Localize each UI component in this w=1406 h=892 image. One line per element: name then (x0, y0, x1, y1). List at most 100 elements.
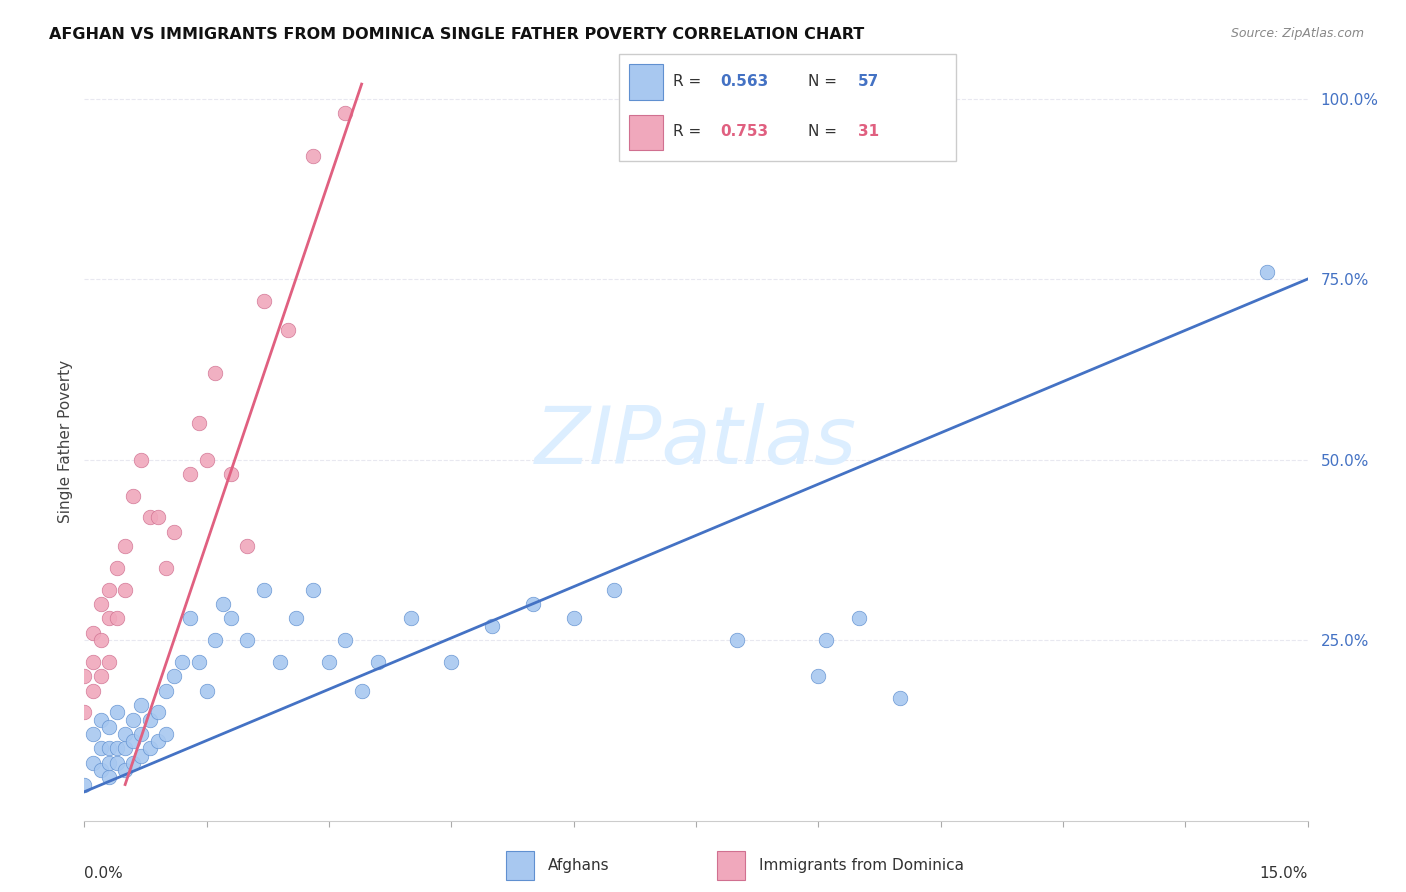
FancyBboxPatch shape (628, 114, 662, 150)
FancyBboxPatch shape (628, 64, 662, 100)
Point (236, 539, 259, 553)
Point (522, 597, 544, 611)
Point (90, 713, 112, 727)
Point (399, 611, 422, 625)
Point (105, 741, 128, 756)
Point (163, 524, 186, 539)
Point (277, 323, 299, 337)
Point (219, 611, 242, 625)
Point (97, 756, 120, 770)
Point (131, 727, 153, 741)
Text: Immigrants from Dominica: Immigrants from Dominica (759, 858, 965, 872)
Point (481, 618, 503, 632)
Point (301, 149, 323, 163)
Point (122, 756, 145, 770)
Point (367, 655, 389, 669)
Point (179, 611, 201, 625)
Point (204, 366, 226, 380)
Point (73, 778, 96, 792)
Point (105, 706, 128, 720)
Point (114, 763, 136, 777)
Point (97, 720, 120, 734)
Point (889, 690, 911, 705)
Point (155, 683, 177, 698)
Point (335, 633, 357, 648)
Point (163, 669, 186, 683)
Point (285, 611, 308, 625)
Point (562, 611, 585, 625)
Point (90, 597, 112, 611)
Point (97, 611, 120, 625)
Point (73, 706, 96, 720)
Text: 0.753: 0.753 (720, 124, 768, 139)
Point (138, 713, 160, 727)
Text: 57: 57 (858, 74, 880, 89)
Point (172, 655, 194, 669)
Point (155, 727, 177, 741)
Point (97, 655, 120, 669)
FancyBboxPatch shape (506, 851, 534, 880)
Point (146, 510, 169, 524)
Point (1256, 265, 1278, 279)
Point (807, 669, 830, 683)
Point (82, 727, 104, 741)
Text: 0.0%: 0.0% (84, 866, 124, 881)
Text: R =: R = (672, 74, 706, 89)
Point (97, 741, 120, 756)
Point (204, 633, 226, 648)
Point (146, 734, 169, 748)
Point (138, 510, 160, 524)
Point (725, 633, 748, 648)
Point (82, 683, 104, 698)
Point (122, 713, 145, 727)
Point (603, 582, 626, 597)
Text: R =: R = (672, 124, 706, 139)
Point (131, 698, 153, 712)
Text: 15.0%: 15.0% (1260, 866, 1308, 881)
Point (179, 467, 201, 481)
Y-axis label: Single Father Poverty: Single Father Poverty (58, 360, 73, 523)
Point (122, 734, 145, 748)
Text: 0.563: 0.563 (720, 74, 768, 89)
Text: Afghans: Afghans (548, 858, 610, 872)
Point (90, 741, 112, 756)
Point (155, 561, 177, 575)
Point (195, 452, 218, 467)
Point (301, 582, 323, 597)
Point (90, 669, 112, 683)
Point (114, 582, 136, 597)
Point (212, 597, 235, 611)
Point (97, 770, 120, 784)
Point (815, 633, 838, 648)
Point (253, 582, 276, 597)
Point (105, 611, 128, 625)
Point (269, 655, 291, 669)
Text: N =: N = (807, 124, 841, 139)
Point (335, 106, 357, 120)
FancyBboxPatch shape (619, 54, 956, 161)
Point (105, 756, 128, 770)
Text: 31: 31 (858, 124, 879, 139)
Point (318, 655, 340, 669)
Text: AFGHAN VS IMMIGRANTS FROM DOMINICA SINGLE FATHER POVERTY CORRELATION CHART: AFGHAN VS IMMIGRANTS FROM DOMINICA SINGL… (49, 27, 865, 42)
Point (236, 633, 259, 648)
Point (219, 467, 242, 481)
Point (253, 293, 276, 308)
Point (131, 452, 153, 467)
Text: ZIPatlas: ZIPatlas (534, 402, 858, 481)
Text: N =: N = (807, 74, 841, 89)
Point (97, 582, 120, 597)
Point (82, 626, 104, 640)
Point (187, 417, 209, 431)
Point (82, 655, 104, 669)
Point (90, 633, 112, 648)
Point (146, 706, 169, 720)
Point (440, 655, 463, 669)
Point (114, 539, 136, 553)
Point (73, 669, 96, 683)
Point (122, 489, 145, 503)
Text: Source: ZipAtlas.com: Source: ZipAtlas.com (1230, 27, 1364, 40)
Point (187, 655, 209, 669)
FancyBboxPatch shape (717, 851, 745, 880)
Point (848, 611, 870, 625)
